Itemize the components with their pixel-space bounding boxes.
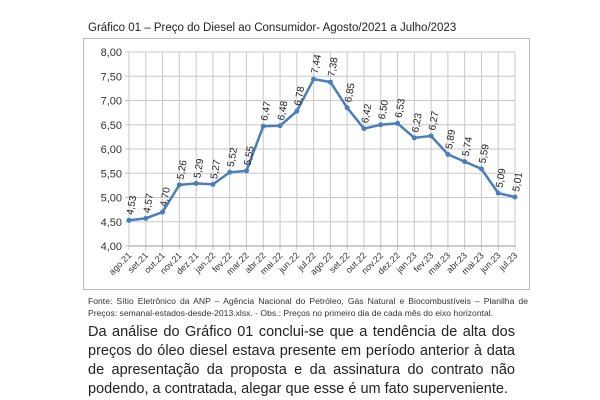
data-point <box>227 169 233 175</box>
data-label: 6,50 <box>377 99 391 121</box>
data-label: 6,27 <box>427 110 441 132</box>
y-tick-label: 4,50 <box>101 217 122 229</box>
data-point <box>176 182 182 188</box>
data-point <box>193 180 199 186</box>
data-point <box>512 194 518 200</box>
data-point <box>294 108 300 114</box>
data-point <box>495 190 501 196</box>
data-label: 5,52 <box>226 146 240 168</box>
data-label: 4,57 <box>142 192 156 214</box>
data-label: 5,09 <box>494 167 508 189</box>
data-point <box>126 217 132 223</box>
data-point <box>277 123 283 129</box>
data-label: 4,53 <box>125 194 139 216</box>
data-point <box>344 105 350 111</box>
data-label: 4,70 <box>159 186 173 208</box>
data-point <box>210 181 216 187</box>
data-label: 7,44 <box>310 53 324 75</box>
data-label: 5,59 <box>478 143 492 165</box>
data-point <box>260 123 266 129</box>
y-tick-label: 7,50 <box>101 71 122 83</box>
data-label: 6,47 <box>259 100 273 122</box>
data-label: 5,74 <box>461 136 475 158</box>
y-tick-label: 6,50 <box>101 120 122 132</box>
data-point <box>411 135 417 141</box>
source-note: Fonte: Sítio Eletrônico da ANP – Agência… <box>88 296 528 318</box>
y-tick-label: 5,50 <box>101 168 122 180</box>
data-label: 5,01 <box>511 171 525 193</box>
data-point <box>243 168 249 174</box>
data-point <box>160 209 166 215</box>
data-point <box>143 215 149 221</box>
y-tick-label: 5,00 <box>101 193 122 205</box>
chart-title: Gráfico 01 – Preço do Diesel ao Consumid… <box>88 22 457 34</box>
data-point <box>361 126 367 132</box>
y-tick-label: 6,00 <box>101 144 122 156</box>
data-label: 5,27 <box>209 158 223 180</box>
data-label: 5,89 <box>444 128 458 150</box>
data-label: 6,85 <box>343 82 357 104</box>
data-point <box>378 122 384 128</box>
y-tick-label: 8,00 <box>101 47 122 59</box>
y-tick-label: 4,00 <box>101 241 122 253</box>
data-point <box>462 159 468 165</box>
data-point <box>478 166 484 172</box>
data-label: 5,55 <box>243 145 257 167</box>
data-point <box>327 79 333 85</box>
data-label: 6,48 <box>276 100 290 122</box>
data-label: 5,26 <box>175 159 189 181</box>
data-label: 6,78 <box>293 85 307 107</box>
data-label: 7,38 <box>327 56 341 78</box>
series-line <box>128 77 516 222</box>
data-point <box>445 151 451 157</box>
x-tick-label: jul.23 <box>496 250 519 273</box>
data-point <box>428 133 434 139</box>
diesel-price-line-chart: 4,004,505,005,506,006,507,007,508,00ago.… <box>101 47 526 277</box>
y-tick-label: 7,00 <box>101 96 122 108</box>
data-label: 6,23 <box>410 112 424 134</box>
body-paragraph: Da análise do Gráfico 01 conclui-se que … <box>88 324 515 397</box>
data-label: 6,42 <box>360 103 374 125</box>
data-label: 6,53 <box>394 97 408 119</box>
data-point <box>311 76 317 82</box>
data-label: 5,29 <box>192 157 206 179</box>
data-point <box>395 120 401 126</box>
chart-frame: 4,00 4,50 5,00 5,50 6,00 6,50 7,00 7,50 8,00 ago.… <box>83 38 530 290</box>
